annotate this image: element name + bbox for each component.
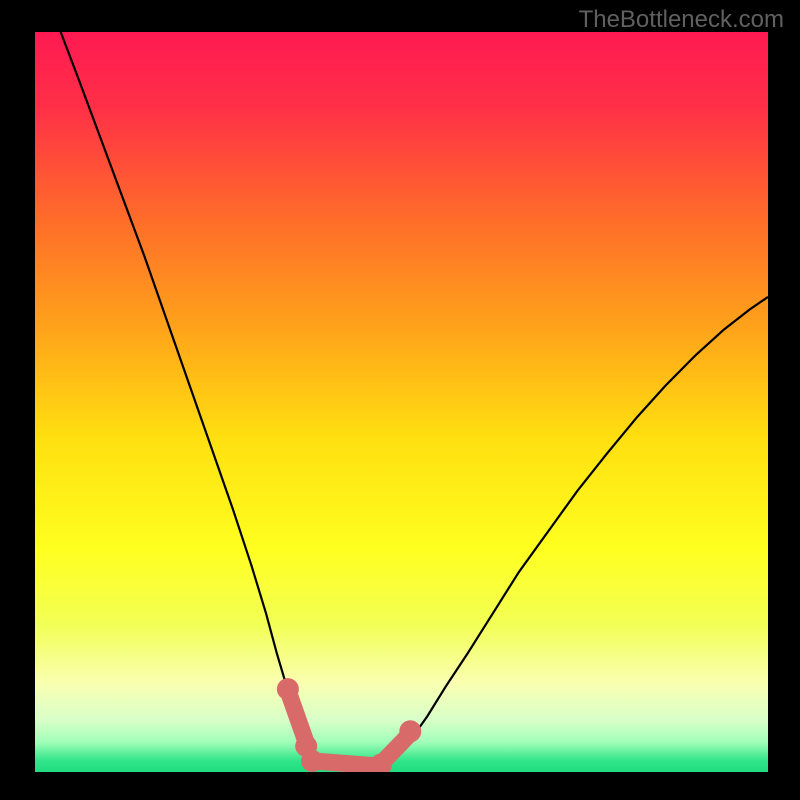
highlight-dot-0 [277, 678, 299, 700]
chart-background [35, 32, 768, 772]
highlight-dot-4 [399, 720, 421, 742]
chart-svg [35, 32, 768, 772]
chart-area [35, 32, 768, 772]
highlight-dot-2 [301, 750, 323, 772]
watermark-text: TheBottleneck.com [579, 6, 784, 34]
